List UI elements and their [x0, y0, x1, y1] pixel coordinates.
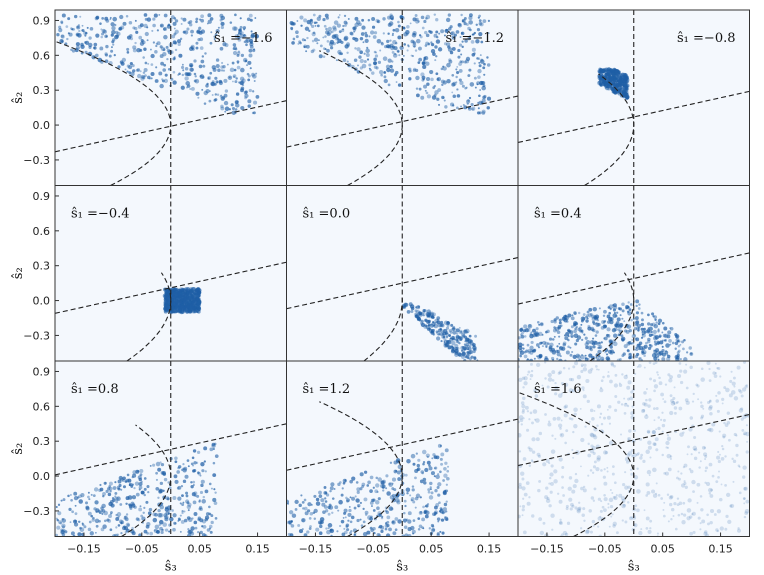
boundary-curve [589, 272, 635, 361]
x-axis-label: ŝ₃ [628, 560, 640, 575]
panel-label-prefix: ŝ₁ = [534, 207, 561, 222]
density-cloud [56, 13, 260, 115]
y-tick-label: 0.6 [33, 49, 51, 62]
x-tick-label: 0.05 [419, 543, 444, 556]
boundary-curve [121, 424, 172, 537]
panel-label: ŝ₁ =−1.6 [214, 31, 273, 46]
x-tick-label: −0.15 [299, 543, 333, 556]
x-tick-label: −0.15 [67, 543, 101, 556]
reference-curves [518, 185, 750, 361]
x-tick-label: 0.15 [708, 543, 733, 556]
panel-label-prefix: ŝ₁ = [446, 31, 473, 46]
x-tick-label: 0.05 [187, 543, 212, 556]
density-cloud [55, 442, 219, 537]
density-cloud [289, 13, 492, 115]
y-tick-label: −0.3 [23, 505, 50, 518]
y-tick-label: 0.9 [33, 190, 51, 203]
y-tick-label: 0.0 [33, 119, 51, 132]
y-axis-label: ŝ₂ [11, 92, 26, 104]
panel-label-prefix: ŝ₁ = [71, 382, 98, 397]
panel-8: ŝ₁ =1.2 [286, 360, 519, 537]
reference-curves [55, 361, 287, 537]
reference-curves [55, 10, 287, 186]
panel-label-value: 0.4 [561, 207, 582, 222]
panel-label: ŝ₁ =−0.8 [677, 31, 736, 46]
x-tick-label: 0.15 [245, 543, 270, 556]
boundary-curve [55, 40, 172, 186]
y-tick-label: −0.3 [23, 154, 50, 167]
x-tick-label: −0.15 [530, 543, 564, 556]
reference-curves [55, 185, 287, 361]
panel-6: ŝ₁ =0.4 [517, 185, 750, 362]
density-cloud [518, 361, 750, 537]
panel-label: ŝ₁ =1.6 [534, 382, 582, 397]
reference-curves [518, 361, 750, 537]
panel-label: ŝ₁ =0.0 [303, 207, 351, 222]
x-tick-label: −0.05 [588, 543, 622, 556]
panel-9: ŝ₁ =1.6 [517, 360, 750, 537]
panel-label-value: 0.8 [98, 382, 119, 397]
y-tick-label: 0.6 [33, 400, 51, 413]
reference-curves [518, 10, 750, 186]
panel-label-prefix: ŝ₁ = [534, 382, 561, 397]
panel-label-value: −0.4 [98, 207, 130, 222]
panel-1: ŝ₁ =−1.6 [54, 9, 287, 186]
panel-label-prefix: ŝ₁ = [214, 31, 241, 46]
reference-curves [286, 185, 518, 361]
boundary-curve [584, 73, 635, 186]
panel-label: ŝ₁ =1.2 [303, 382, 351, 397]
boundary-curve [319, 401, 403, 537]
y-tick-label: 0.6 [33, 225, 51, 238]
panel-label-value: 0.0 [329, 207, 350, 222]
x-tick-label: −0.05 [356, 543, 390, 556]
panel-label-prefix: ŝ₁ = [677, 31, 704, 46]
panel-label-prefix: ŝ₁ = [303, 207, 330, 222]
density-cloud [401, 302, 479, 361]
panel-label-value: 1.2 [329, 382, 350, 397]
x-axis-label: ŝ₃ [165, 560, 177, 575]
y-tick-label: 0.3 [33, 84, 51, 97]
panel-3: ŝ₁ =−0.8 [517, 9, 750, 186]
panel-label-value: −0.8 [704, 31, 736, 46]
y-tick-label: 0.0 [33, 470, 51, 483]
panel-label: ŝ₁ =0.8 [71, 382, 119, 397]
panel-7: ŝ₁ =0.8 [54, 360, 287, 537]
panel-5: ŝ₁ =0.0 [286, 185, 519, 362]
y-axis-label: ŝ₂ [11, 443, 26, 455]
panel-label-prefix: ŝ₁ = [71, 207, 98, 222]
boundary-curve [126, 272, 172, 361]
y-tick-label: 0.3 [33, 260, 51, 273]
x-tick-label: 0.05 [650, 543, 675, 556]
x-tick-label: 0.15 [477, 543, 502, 556]
panel-frame [517, 360, 750, 537]
panel-label-prefix: ŝ₁ = [303, 382, 330, 397]
y-tick-label: −0.3 [23, 329, 50, 342]
y-tick-label: 0.9 [33, 14, 51, 27]
boundary-curve [363, 295, 403, 361]
y-tick-label: 0.3 [33, 435, 51, 448]
panel-label: ŝ₁ =−0.4 [71, 207, 130, 222]
panel-4: ŝ₁ =−0.4 [54, 185, 287, 362]
panel-label: ŝ₁ =−1.2 [446, 31, 505, 46]
density-cloud [597, 67, 630, 101]
y-tick-label: 0.0 [33, 295, 51, 308]
panel-label: ŝ₁ =0.4 [534, 207, 582, 222]
density-cloud [286, 443, 450, 537]
panel-label-value: −1.2 [472, 31, 504, 46]
x-axis-label: ŝ₃ [396, 560, 408, 575]
y-tick-label: 0.9 [33, 365, 51, 378]
boundary-curve [319, 50, 403, 186]
panel-label-value: −1.6 [241, 31, 273, 46]
x-tick-label: −0.05 [125, 543, 159, 556]
panel-label-value: 1.6 [561, 382, 582, 397]
reference-curves [286, 361, 518, 537]
panel-2: ŝ₁ =−1.2 [286, 9, 519, 186]
boundary-curve [518, 391, 635, 537]
y-axis-label: ŝ₂ [11, 267, 26, 279]
reference-curves [286, 10, 518, 186]
density-cloud [162, 286, 202, 315]
